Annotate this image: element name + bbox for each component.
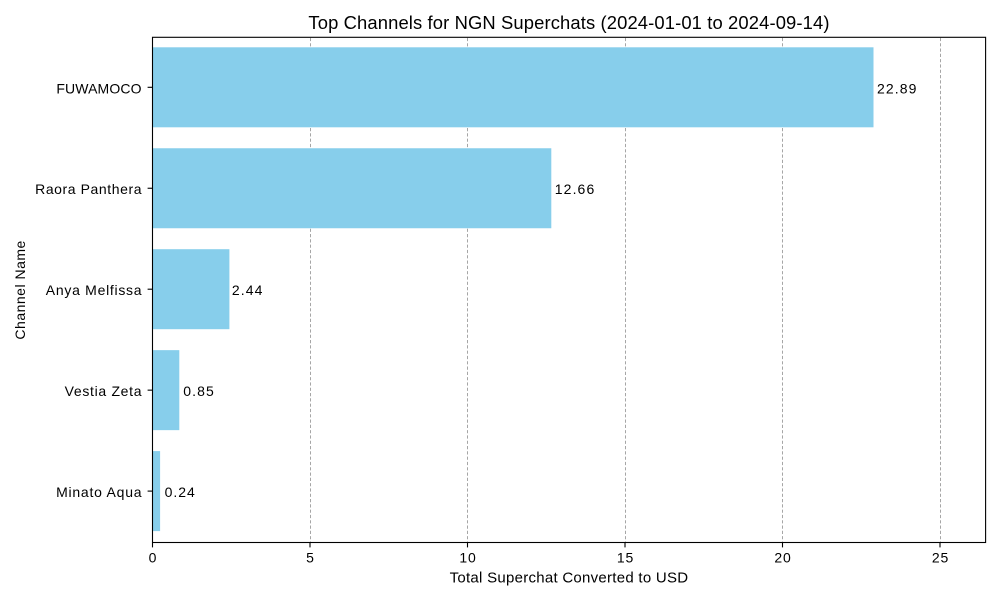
svg-text:FUWAMOCO: FUWAMOCO: [56, 80, 141, 96]
svg-text:10: 10: [459, 550, 476, 566]
svg-text:20: 20: [774, 550, 791, 566]
svg-text:2.44: 2.44: [232, 282, 264, 298]
svg-text:25: 25: [932, 550, 949, 566]
svg-text:0: 0: [149, 550, 157, 566]
svg-text:Vestia Zeta: Vestia Zeta: [65, 383, 143, 399]
svg-text:Minato Aqua: Minato Aqua: [56, 484, 142, 500]
svg-text:Channel Name: Channel Name: [12, 240, 28, 339]
svg-text:Top Channels for NGN Superchat: Top Channels for NGN Superchats (2024-01…: [308, 12, 829, 33]
svg-text:5: 5: [306, 550, 314, 566]
svg-text:0.24: 0.24: [165, 484, 196, 500]
svg-text:0.85: 0.85: [183, 383, 215, 399]
svg-text:22.89: 22.89: [877, 80, 918, 96]
svg-text:Raora Panthera: Raora Panthera: [35, 181, 142, 197]
svg-text:12.66: 12.66: [555, 181, 596, 197]
svg-text:Anya Melfissa: Anya Melfissa: [46, 282, 143, 298]
svg-text:15: 15: [617, 550, 634, 566]
svg-text:Total Superchat Converted to U: Total Superchat Converted to USD: [450, 570, 689, 587]
